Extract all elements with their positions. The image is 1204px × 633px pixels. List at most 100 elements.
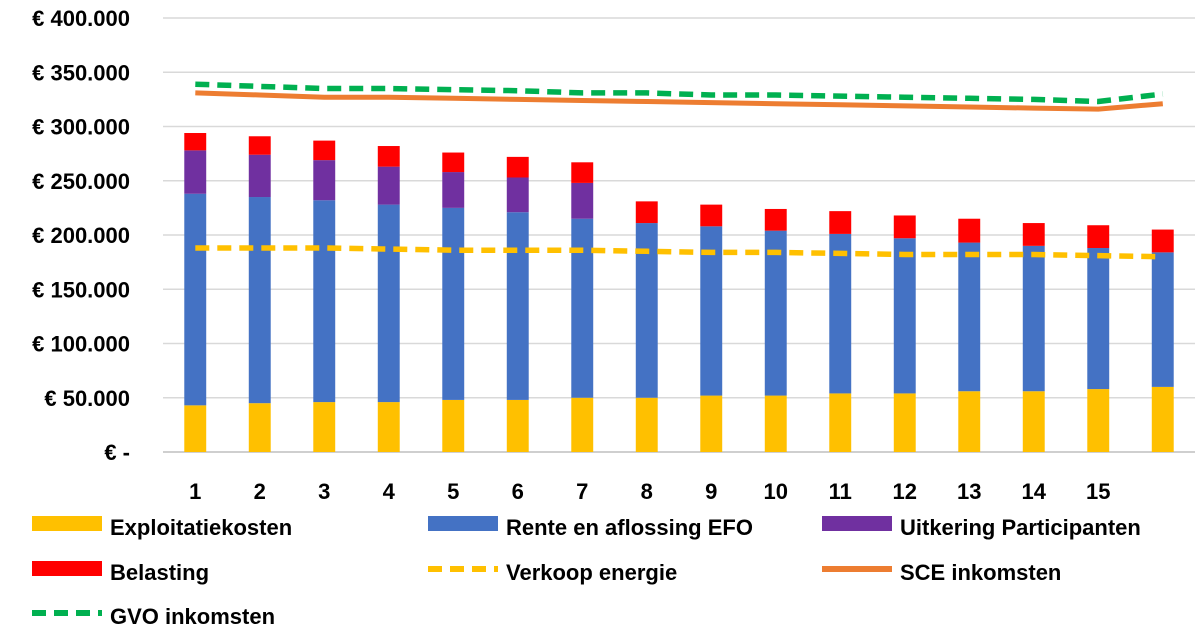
legend-label: Belasting — [110, 560, 209, 585]
legend-label: Rente en aflossing EFO — [506, 515, 753, 540]
y-tick-label: € 350.000 — [32, 60, 130, 85]
bar-segment — [442, 172, 465, 208]
bar-segment — [829, 393, 852, 452]
bar-segment — [506, 212, 529, 400]
bar-segment — [313, 200, 336, 403]
y-tick-label: € 400.000 — [32, 6, 130, 31]
bar-segment — [829, 233, 852, 394]
bar-segment — [248, 197, 271, 404]
bar-segment — [700, 395, 723, 452]
x-tick-label: 3 — [318, 479, 330, 504]
legend-label: Uitkering Participanten — [900, 515, 1141, 540]
bar-segment — [377, 166, 400, 205]
x-tick-label: 5 — [447, 479, 459, 504]
y-tick-label: € 150.000 — [32, 277, 130, 302]
bar-segment — [248, 154, 271, 198]
bar-segment — [184, 193, 207, 406]
bar-segment — [635, 223, 658, 398]
legend-swatch — [428, 516, 498, 531]
bar-segment — [377, 204, 400, 403]
bar-segment — [571, 218, 594, 398]
legend-item: SCE inkomsten — [822, 560, 1061, 585]
y-tick-label: € 50.000 — [44, 386, 130, 411]
bar-segment — [442, 207, 465, 400]
legend: Exploitatiekosten Rente en aflossing EFO U… — [32, 515, 1141, 629]
bar-segment — [1022, 223, 1045, 246]
bar-segment — [1087, 225, 1110, 249]
bar-segment — [1087, 248, 1110, 390]
x-axis-ticks: 1 2 3 4 5 6 7 8 9 10 11 12 13 14 15 — [189, 479, 1110, 504]
legend-item: Uitkering Participanten — [822, 515, 1141, 540]
bar-segment — [571, 162, 594, 183]
x-tick-label: 9 — [705, 479, 717, 504]
bar-segment — [571, 182, 594, 219]
legend-label: Verkoop energie — [506, 560, 677, 585]
bar-segment — [1022, 245, 1045, 392]
y-tick-label: € 200.000 — [32, 223, 130, 248]
bar-segment — [958, 242, 981, 392]
bar-segment — [377, 146, 400, 167]
legend-label: Exploitatiekosten — [110, 515, 292, 540]
y-tick-label: € 250.000 — [32, 169, 130, 194]
legend-label: SCE inkomsten — [900, 560, 1061, 585]
legend-swatch — [32, 561, 102, 576]
series-line — [195, 245, 1163, 260]
y-axis-ticks: € - € 50.000 € 100.000 € 150.000 € 200.000 € … — [32, 6, 130, 465]
bar-segment — [248, 403, 271, 452]
bar-segment — [764, 230, 787, 396]
bar-segment — [184, 405, 207, 452]
x-tick-label: 7 — [576, 479, 588, 504]
x-tick-label: 15 — [1086, 479, 1110, 504]
bar-segment — [635, 397, 658, 452]
x-tick-label: 4 — [383, 479, 396, 504]
bar-segment — [571, 397, 594, 452]
x-tick-label: 12 — [893, 479, 917, 504]
bar-segment — [893, 238, 916, 394]
bar-segment — [764, 395, 787, 452]
legend-swatch — [822, 516, 892, 531]
x-tick-label: 2 — [254, 479, 266, 504]
bar-segment — [1022, 391, 1045, 452]
bar-segment — [248, 136, 271, 155]
bar-segment — [506, 399, 529, 452]
bar-segment — [313, 402, 336, 452]
x-tick-label: 1 — [189, 479, 201, 504]
bar-segment — [377, 402, 400, 452]
legend-swatch — [32, 516, 102, 531]
bar-segment — [184, 150, 207, 194]
x-tick-label: 13 — [957, 479, 981, 504]
y-tick-label: € 300.000 — [32, 115, 130, 140]
x-tick-label: 11 — [829, 479, 852, 504]
bar-segment — [313, 140, 336, 161]
bar-segment — [958, 391, 981, 452]
bar-segment — [958, 218, 981, 243]
legend-item: Verkoop energie — [428, 560, 677, 585]
legend-item: GVO inkomsten — [32, 604, 275, 629]
bar-segment — [184, 133, 207, 151]
bar-segment — [1151, 386, 1174, 452]
y-tick-label: € - — [104, 440, 130, 465]
bar-segment — [506, 177, 529, 213]
bar-segment — [700, 204, 723, 227]
bar-segment — [442, 399, 465, 452]
series-line — [195, 90, 1164, 112]
bar-segment — [506, 156, 529, 178]
bar-segment — [1087, 389, 1110, 452]
bar-segment — [1151, 229, 1174, 253]
series-lines — [195, 81, 1164, 260]
bar-segment — [442, 152, 465, 173]
legend-item: Rente en aflossing EFO — [428, 515, 753, 540]
bar-segment — [764, 208, 787, 231]
y-tick-label: € 100.000 — [32, 332, 130, 357]
x-tick-label: 8 — [641, 479, 653, 504]
bar-segment — [635, 201, 658, 224]
x-tick-label: 6 — [512, 479, 524, 504]
legend-label: GVO inkomsten — [110, 604, 275, 629]
x-tick-label: 14 — [1022, 479, 1047, 504]
bar-segment — [313, 160, 336, 201]
bar-segment — [893, 215, 916, 239]
series-line — [195, 81, 1164, 105]
x-tick-label: 10 — [764, 479, 788, 504]
bar-segment — [893, 393, 916, 452]
